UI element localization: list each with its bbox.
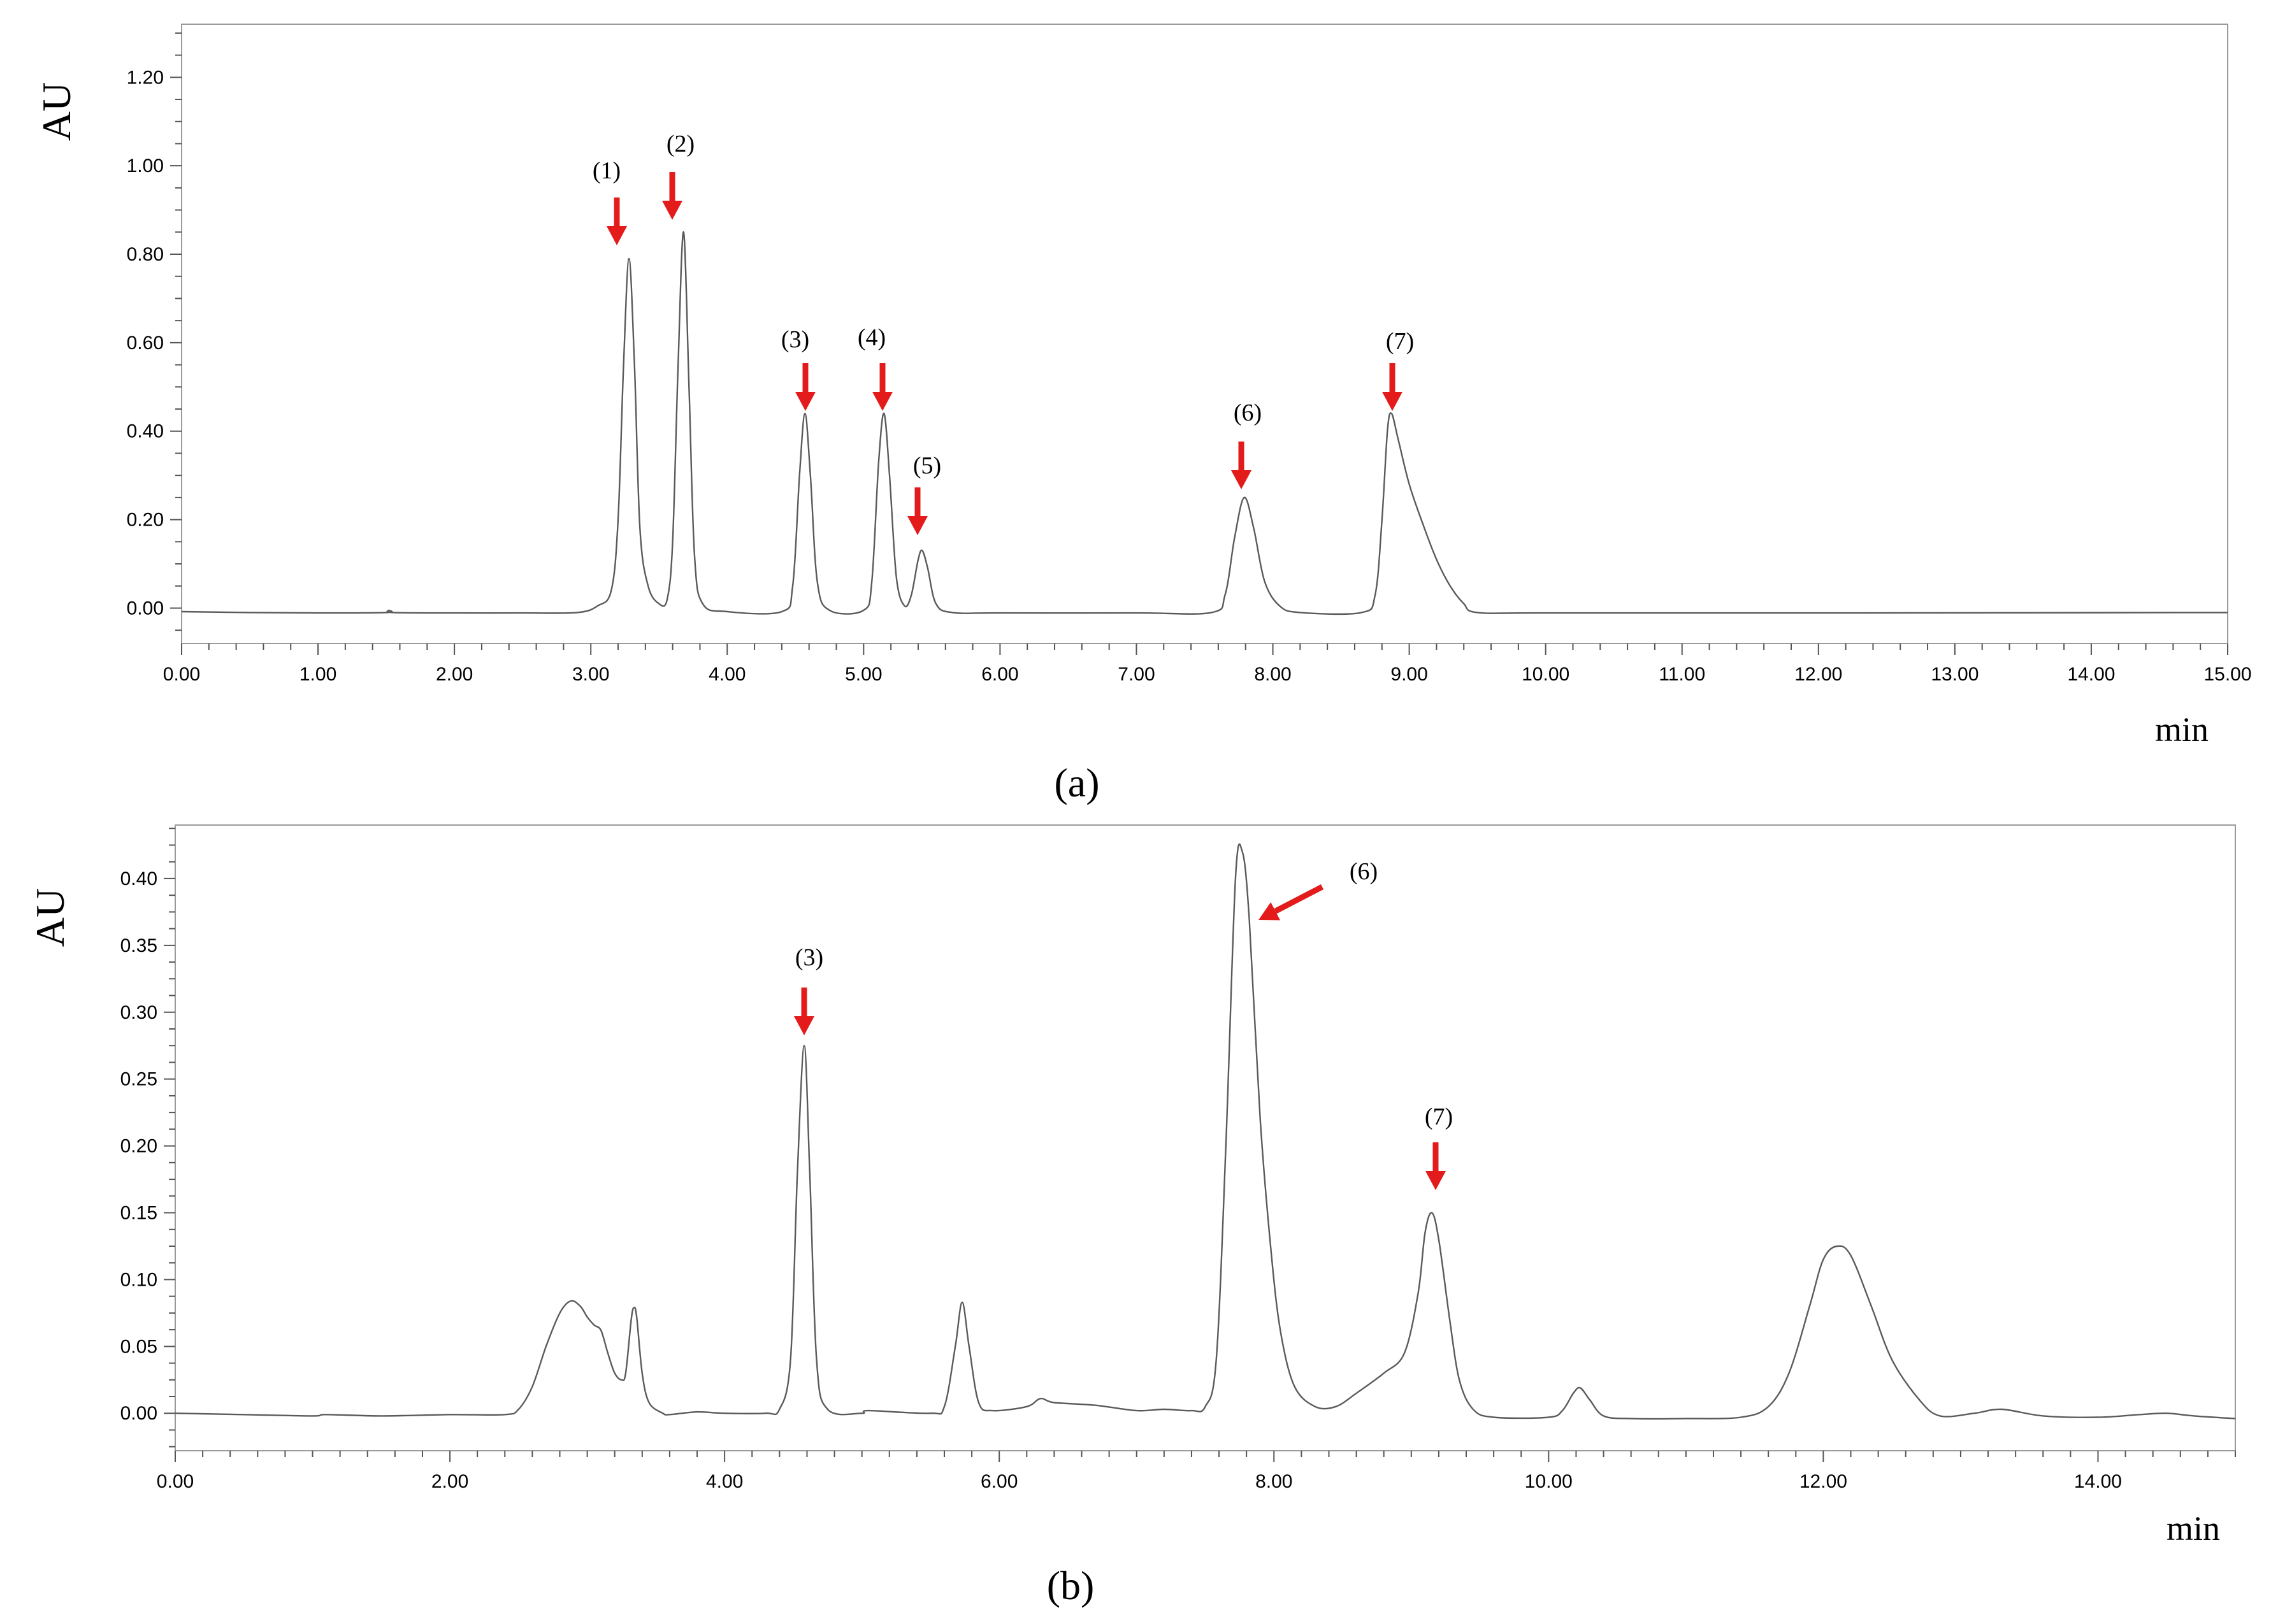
axis-ticks: [170, 32, 2228, 655]
y-axis-label: AU: [34, 82, 79, 141]
x-tick-label: 1.00: [299, 664, 336, 685]
peak-label: (3): [781, 326, 809, 353]
peak-annotation: (1): [593, 157, 627, 245]
x-axis-label: min: [2166, 1509, 2220, 1548]
y-tick-label: 0.20: [120, 1136, 157, 1157]
x-tick-label: 6.00: [981, 664, 1018, 685]
plot-area-frame: [181, 24, 2228, 644]
peak-annotation: (3): [794, 944, 823, 1035]
peak-annotation: (7): [1425, 1103, 1453, 1190]
chromatogram-panel-a: 0.00 1.00 2.00 3.00 4.00 5.00 6.00 7.00 8.00 9.00…: [34, 24, 2252, 805]
y-tick-label: 0.00: [127, 598, 164, 619]
arrow-head: [872, 392, 893, 411]
y-tick-label: 0.80: [127, 244, 164, 265]
peak-label: (1): [593, 157, 621, 184]
x-tick-label: 7.00: [1118, 664, 1155, 685]
x-tick-label: 14.00: [2074, 1471, 2122, 1492]
chromatogram-trace: [175, 843, 2236, 1420]
y-tick-label: 0.30: [120, 1002, 157, 1023]
x-tick-label: 3.00: [572, 664, 609, 685]
y-tick-label: 0.15: [120, 1203, 157, 1224]
peak-label: (6): [1350, 858, 1378, 885]
y-tick-label: 0.05: [120, 1336, 157, 1357]
peak-label: (3): [795, 944, 823, 971]
peak-label: (7): [1386, 328, 1414, 355]
peak-annotation: (2): [662, 131, 695, 220]
tick-labels: 0.00 2.00 4.00 6.00 8.00 10.00 12.00 14.00 0.00 0…: [120, 868, 2122, 1492]
peak-label: (6): [1234, 399, 1262, 426]
peak-label: (4): [858, 324, 886, 351]
y-tick-label: 1.00: [127, 155, 164, 176]
x-tick-label: 12.00: [1799, 1471, 1847, 1492]
arrow-head: [1425, 1171, 1446, 1190]
peak-annotation: (6): [1231, 399, 1262, 489]
x-tick-label: 8.00: [1254, 664, 1291, 685]
chromatogram-panel-b: 0.00 2.00 4.00 6.00 8.00 10.00 12.00 14.00 0.00 0…: [27, 824, 2236, 1608]
y-tick-label: 0.40: [127, 421, 164, 442]
x-tick-label: 13.00: [1931, 664, 1979, 685]
y-tick-label: 0.00: [120, 1403, 157, 1424]
x-tick-label: 11.00: [1659, 664, 1705, 685]
x-tick-label: 14.00: [2067, 664, 2115, 685]
arrow-head: [1382, 392, 1402, 411]
x-tick-label: 0.00: [163, 664, 200, 685]
panel-label: (a): [1054, 760, 1099, 805]
y-tick-label: 1.20: [127, 67, 164, 88]
chromatogram-trace: [181, 231, 2228, 615]
peak-annotation: (5): [907, 452, 941, 535]
y-tick-label: 0.10: [120, 1269, 157, 1290]
arrow-head: [1231, 470, 1251, 489]
peak-label: (2): [667, 131, 695, 157]
arrow-head: [794, 1016, 814, 1035]
x-tick-label: 6.00: [981, 1471, 1018, 1492]
tick-labels: 0.00 1.00 2.00 3.00 4.00 5.00 6.00 7.00 8.00 9.00…: [127, 67, 2252, 685]
y-axis-label: AU: [27, 888, 73, 947]
y-tick-label: 0.25: [120, 1069, 157, 1090]
y-tick-label: 0.35: [120, 935, 157, 956]
x-tick-label: 12.00: [1794, 664, 1842, 685]
arrow-head: [662, 201, 682, 220]
x-tick-label: 9.00: [1390, 664, 1427, 685]
x-tick-label: 2.00: [436, 664, 473, 685]
peak-annotation: (4): [858, 324, 893, 411]
peak-annotation: (6): [1258, 858, 1378, 921]
peak-annotations: (1) (2) (3) (4) (5) (6) (7): [593, 131, 1414, 535]
peak-annotation: (3): [781, 326, 816, 411]
plot-area-frame: [175, 824, 2236, 1451]
x-tick-label: 15.00: [2203, 664, 2251, 685]
axis-ticks: [164, 828, 2236, 1462]
arrow-head: [1258, 902, 1280, 921]
y-tick-label: 0.20: [127, 510, 164, 531]
arrow-head: [607, 226, 627, 245]
x-tick-label: 8.00: [1255, 1471, 1292, 1492]
panel-label: (b): [1047, 1563, 1095, 1608]
x-tick-label: 0.00: [157, 1471, 194, 1492]
arrow-shaft: [1274, 884, 1324, 914]
x-tick-label: 10.00: [1525, 1471, 1573, 1492]
peak-label: (7): [1425, 1103, 1453, 1130]
x-tick-label: 2.00: [431, 1471, 468, 1492]
x-tick-label: 5.00: [845, 664, 882, 685]
x-tick-label: 4.00: [706, 1471, 743, 1492]
peak-annotations: (3) (6) (7): [794, 858, 1453, 1190]
x-tick-label: 4.00: [709, 664, 746, 685]
x-axis-label: min: [2155, 710, 2209, 749]
arrow-head: [907, 516, 928, 535]
arrow-head: [795, 392, 816, 411]
y-tick-label: 0.60: [127, 333, 164, 354]
y-tick-label: 0.40: [120, 868, 157, 889]
peak-annotation: (7): [1382, 328, 1414, 411]
peak-label: (5): [913, 452, 941, 479]
x-tick-label: 10.00: [1522, 664, 1569, 685]
